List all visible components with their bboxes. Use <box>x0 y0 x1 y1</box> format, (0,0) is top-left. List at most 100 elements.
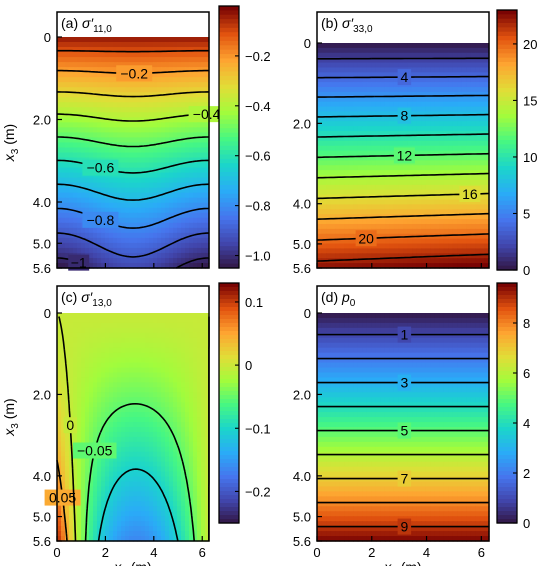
heatmap-cell <box>161 352 166 359</box>
heatmap-cell <box>113 132 118 139</box>
heatmap-cell <box>479 126 486 132</box>
heatmap-cell <box>335 248 341 254</box>
heatmap-cell <box>169 42 174 48</box>
contour-line <box>56 183 210 201</box>
heatmap-cell <box>169 72 174 78</box>
heatmap-cell <box>353 57 359 64</box>
heatmap-cell <box>173 313 178 319</box>
heatmap-cell <box>137 82 142 88</box>
heatmap-cell <box>321 160 327 166</box>
heatmap-cell <box>61 107 66 113</box>
heatmap-cell <box>113 471 118 478</box>
heatmap-cell <box>81 456 86 463</box>
heatmap-cell <box>380 57 386 64</box>
heatmap-cell <box>157 327 162 334</box>
heatmap-cell <box>153 222 158 229</box>
colorbar-cell <box>497 192 517 197</box>
heatmap-cell <box>145 92 150 98</box>
heatmap-cell <box>321 179 327 186</box>
heatmap-cell <box>65 313 70 319</box>
heatmap-cell <box>153 87 158 93</box>
heatmap-cell <box>362 199 368 206</box>
heatmap-cell <box>201 122 206 128</box>
heatmap-cell <box>81 57 86 63</box>
heatmap-cell <box>117 387 122 393</box>
heatmap-cell <box>181 397 186 403</box>
heatmap-cell <box>461 179 467 186</box>
heatmap-cell <box>407 87 413 93</box>
heatmap-cell <box>57 347 62 354</box>
heatmap-cell <box>321 253 327 259</box>
heatmap-cell <box>353 67 359 73</box>
heatmap-cell <box>109 387 114 393</box>
heatmap-cell <box>371 131 377 137</box>
heatmap-cell <box>398 43 404 49</box>
heatmap-cell <box>101 332 106 339</box>
heatmap-cell <box>177 252 182 259</box>
heatmap-cell <box>348 111 354 117</box>
heatmap-cell <box>185 172 190 179</box>
heatmap-cell <box>479 175 486 181</box>
heatmap-cell <box>181 332 186 339</box>
heatmap-cell <box>185 317 190 324</box>
heatmap-cell <box>416 126 422 132</box>
heatmap-cell <box>326 233 332 240</box>
heatmap-cell <box>434 194 440 201</box>
heatmap-cell <box>380 140 386 147</box>
heatmap-cell <box>85 247 90 254</box>
heatmap-cell <box>97 227 102 234</box>
heatmap-cell <box>185 407 190 413</box>
heatmap-cell <box>193 337 198 344</box>
heatmap-cell <box>69 162 74 169</box>
heatmap-cell <box>344 248 350 254</box>
heatmap-cell <box>448 72 454 78</box>
heatmap-cell <box>85 402 90 408</box>
heatmap-cell <box>205 332 210 339</box>
heatmap-cell <box>326 160 332 166</box>
heatmap-cell <box>77 192 82 199</box>
heatmap-cell <box>141 197 146 204</box>
heatmap-cell <box>416 258 422 264</box>
heatmap-cell <box>133 357 138 364</box>
heatmap-cell <box>434 47 440 54</box>
heatmap-cell <box>317 67 323 73</box>
heatmap-cell <box>425 111 431 117</box>
heatmap-cell <box>470 233 477 240</box>
heatmap-cell <box>205 197 210 204</box>
heatmap-cell <box>117 313 122 319</box>
heatmap-cell <box>475 258 481 264</box>
heatmap-cell <box>117 412 122 418</box>
heatmap-cell <box>161 112 166 118</box>
heatmap-cell <box>177 197 182 204</box>
heatmap-cell <box>61 202 66 209</box>
heatmap-cell <box>109 347 114 354</box>
heatmap-cell <box>205 92 210 98</box>
heatmap-cell <box>443 72 449 78</box>
heatmap-cell <box>125 217 130 224</box>
heatmap-cell <box>57 387 62 393</box>
heatmap-cell <box>89 342 94 349</box>
heatmap-cell <box>97 112 102 118</box>
heatmap-cell <box>181 47 186 53</box>
heatmap-cell <box>133 42 138 48</box>
heatmap-cell <box>61 347 66 354</box>
heatmap-cell <box>185 42 190 48</box>
heatmap-cell <box>407 228 413 235</box>
heatmap-cell <box>145 217 150 224</box>
heatmap-cell <box>181 217 186 224</box>
heatmap-cell <box>149 247 154 254</box>
heatmap-cell <box>113 102 118 108</box>
heatmap-cell <box>81 342 86 349</box>
heatmap-cell <box>121 337 126 344</box>
heatmap-cell <box>466 228 472 235</box>
heatmap-cell <box>185 327 190 334</box>
heatmap-cell <box>129 167 134 174</box>
heatmap-cell <box>77 342 82 349</box>
heatmap-cell <box>375 228 381 235</box>
heatmap-cell <box>330 160 336 166</box>
heatmap-cell <box>145 122 150 128</box>
heatmap-cell <box>412 47 418 54</box>
heatmap-cell <box>85 112 90 118</box>
heatmap-cell <box>65 451 70 458</box>
heatmap-cell <box>205 327 210 334</box>
